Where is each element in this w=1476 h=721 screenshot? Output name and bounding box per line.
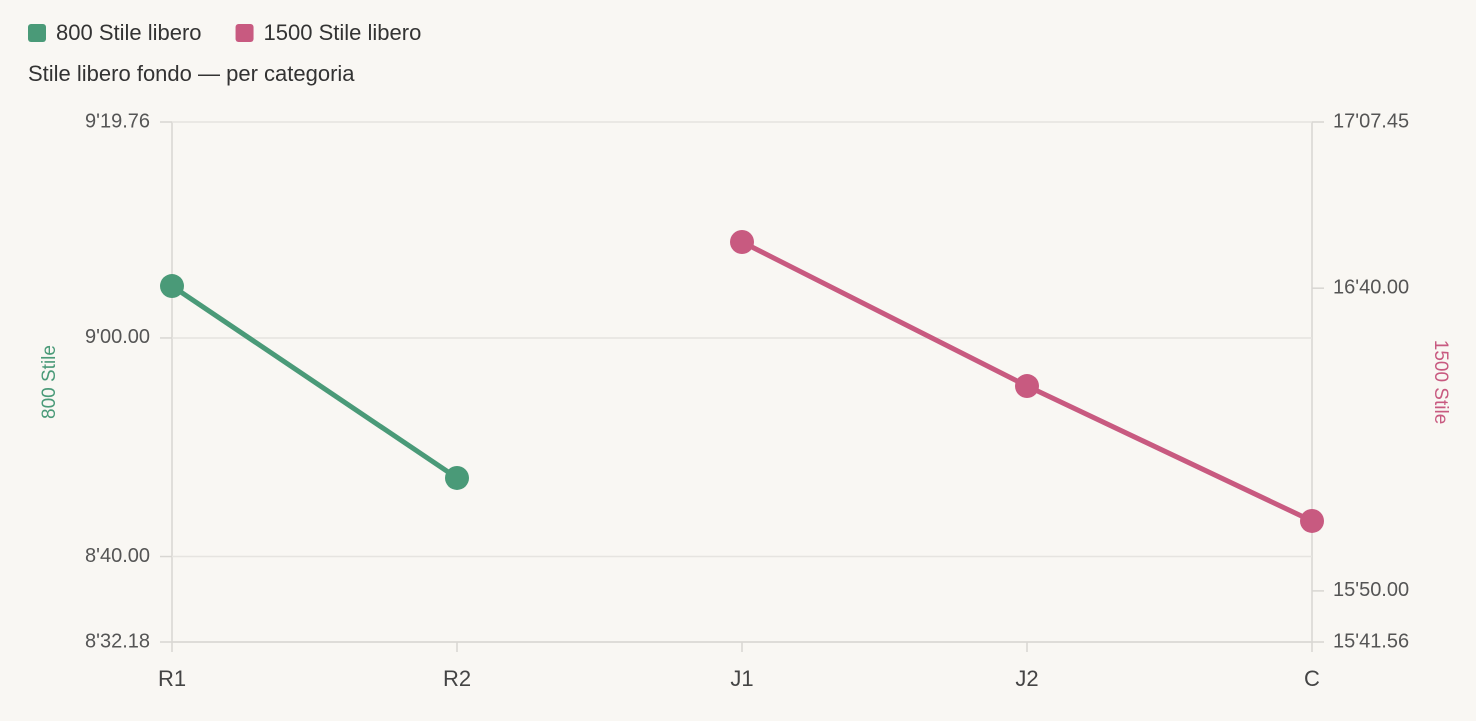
data-point [730, 229, 754, 254]
data-point [160, 274, 184, 299]
y2-axis-title: 1500 Stile [1430, 340, 1451, 425]
y-tick-label: 9'19.76 [85, 110, 150, 132]
y2-tick-label: 17'07.45 [1333, 110, 1409, 132]
x-tick-label: R2 [443, 666, 471, 691]
data-point [1015, 374, 1039, 399]
x-tick-label: J2 [1015, 666, 1038, 691]
y2-tick-label: 15'41.56 [1333, 630, 1409, 652]
y-tick-label: 9'00.00 [85, 326, 150, 348]
legend-label: 800 Stile libero [56, 20, 202, 45]
x-tick-label: R1 [158, 666, 186, 691]
data-point [445, 465, 469, 490]
y-tick-label: 8'32.18 [85, 630, 150, 652]
x-tick-label: C [1304, 666, 1320, 691]
x-tick-label: J1 [730, 666, 753, 691]
chart-title: Stile libero fondo — per categoria [28, 61, 355, 86]
legend-swatch [235, 24, 254, 42]
series-line [170, 283, 459, 481]
data-point [1300, 508, 1324, 533]
y-tick-label: 8'40.00 [85, 545, 150, 567]
y2-tick-label: 16'40.00 [1333, 276, 1409, 298]
legend-swatch [28, 24, 46, 42]
y-axis-title: 800 Stile [39, 345, 60, 419]
y2-tick-label: 15'50.00 [1333, 579, 1409, 601]
legend-label: 1500 Stile libero [264, 20, 422, 45]
